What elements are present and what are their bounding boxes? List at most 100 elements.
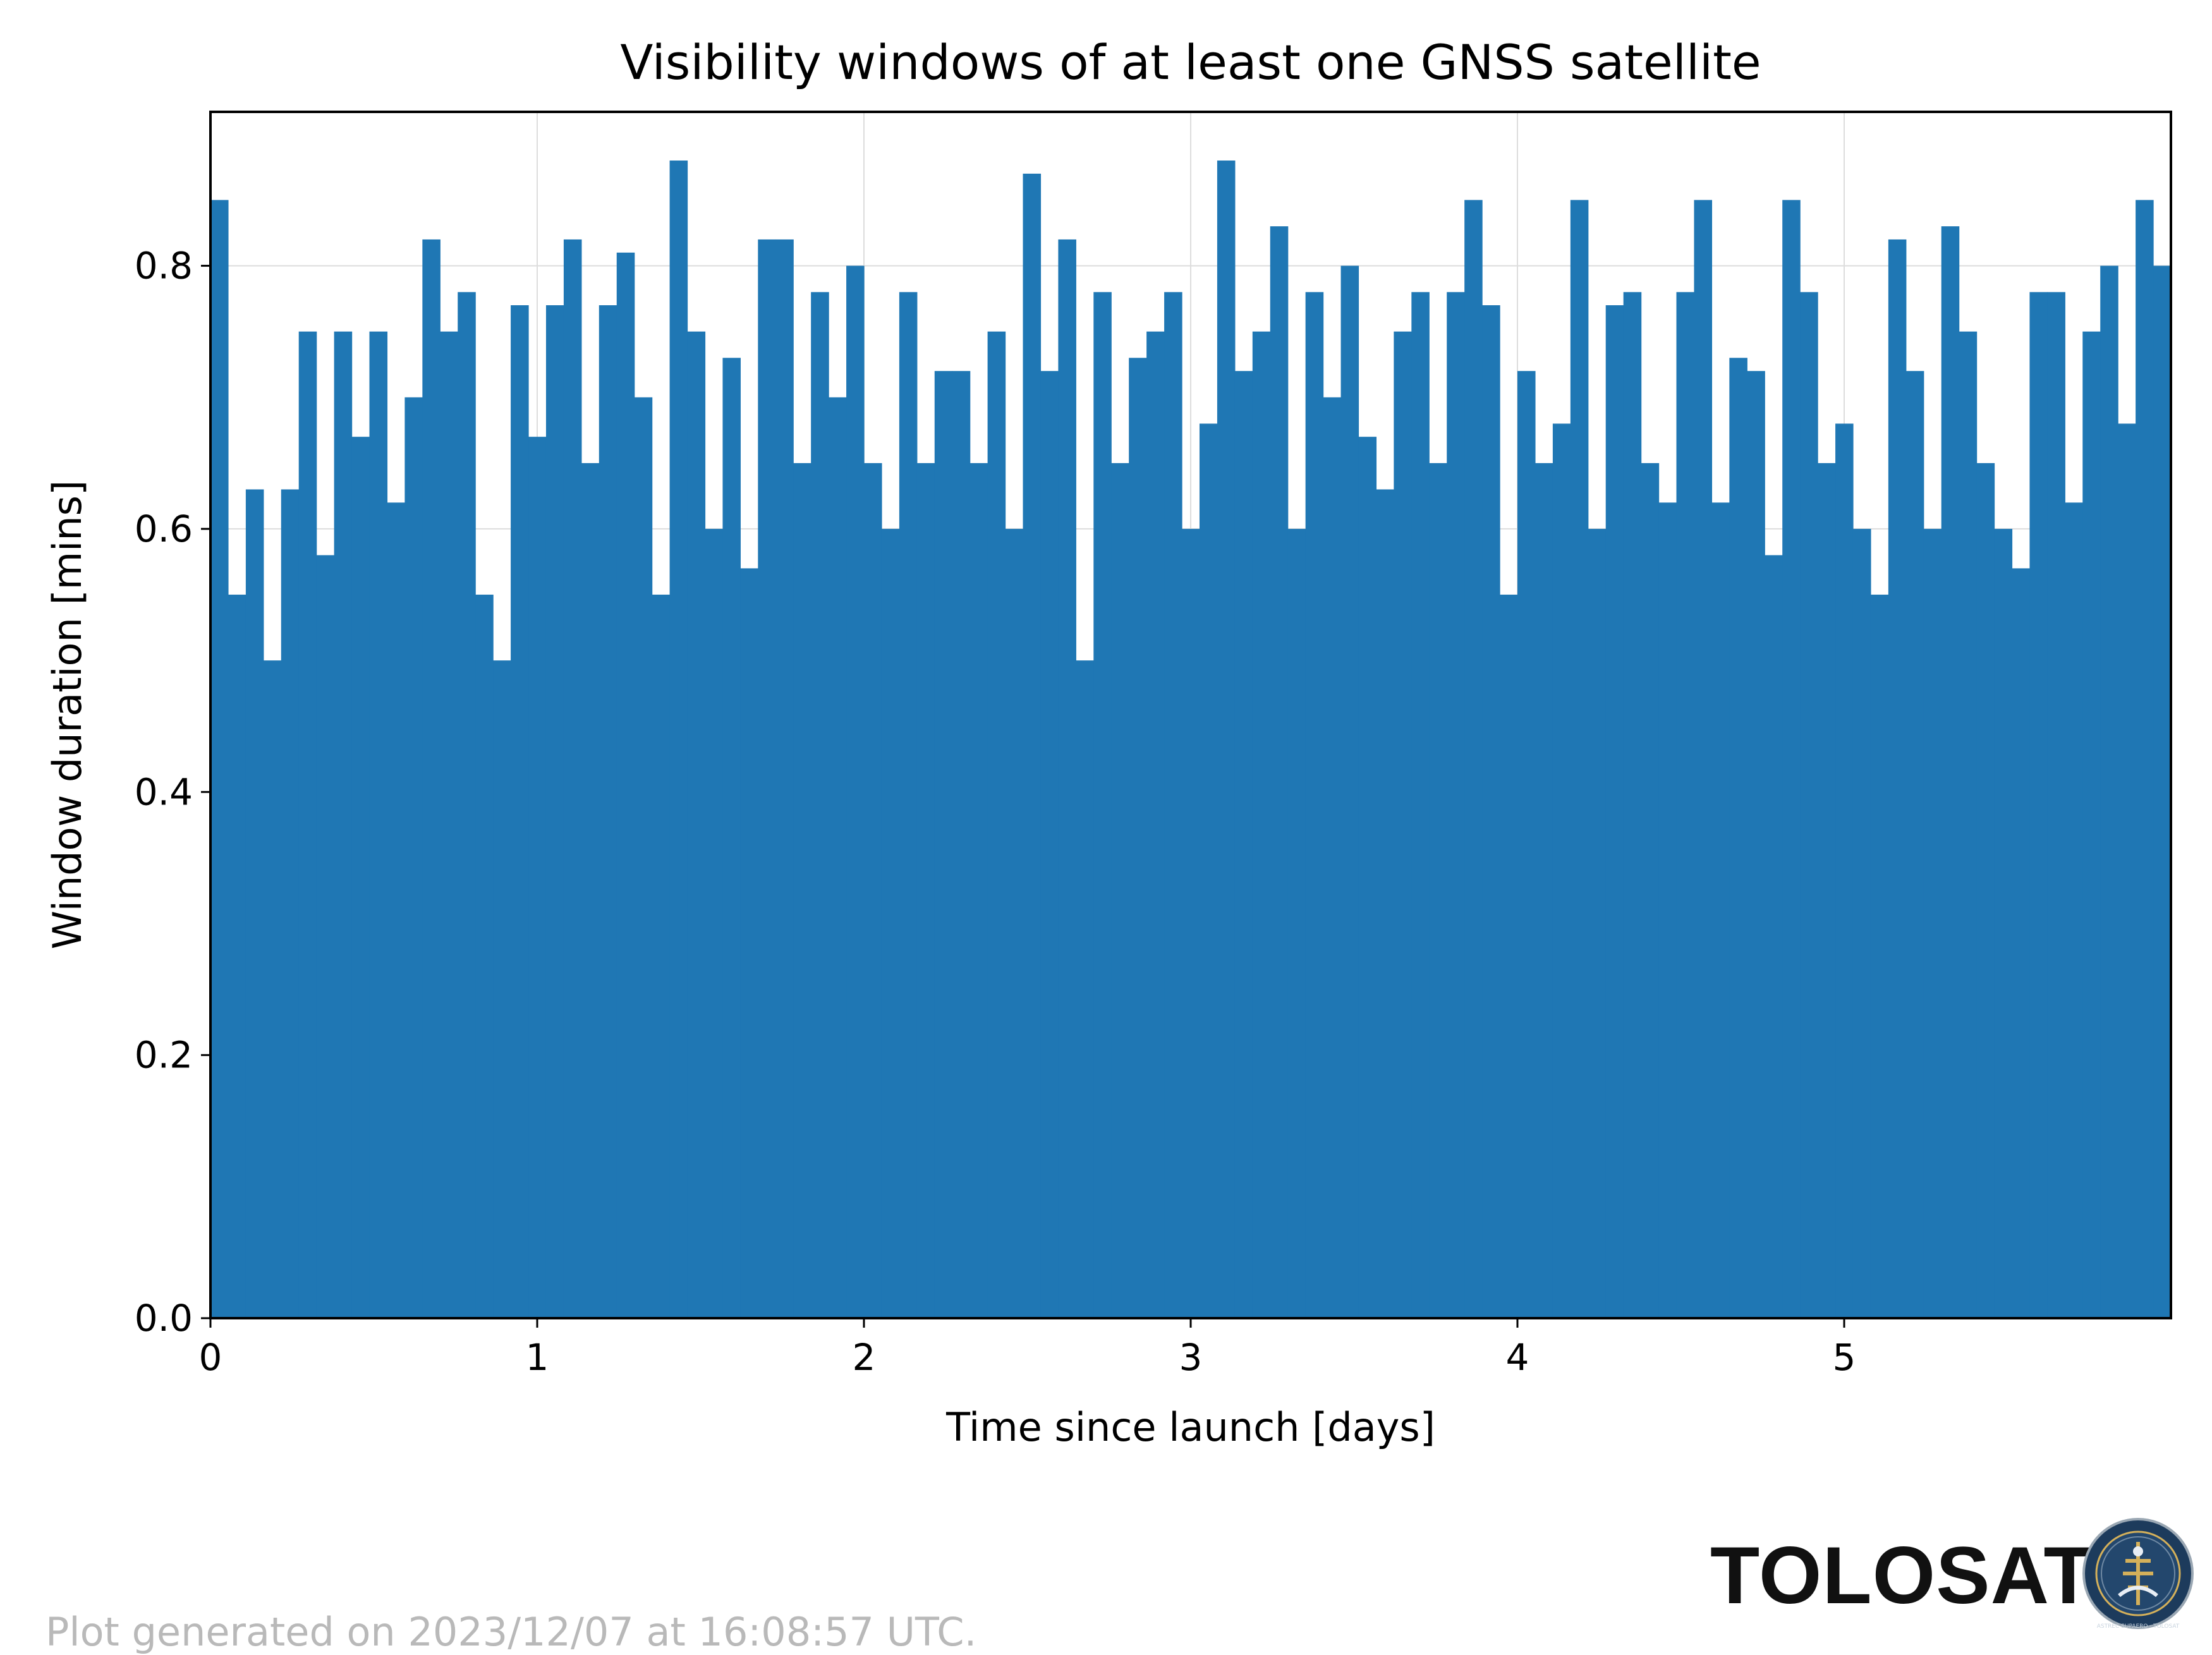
bar <box>1959 331 1978 1319</box>
bar <box>1923 528 1942 1319</box>
bar <box>1287 528 1306 1319</box>
y-tick-label: 0.0 <box>135 1297 193 1340</box>
bar <box>811 292 829 1319</box>
y-tick-label: 0.2 <box>135 1034 193 1077</box>
bar <box>387 502 406 1318</box>
bar <box>775 239 794 1319</box>
brand-name: TOLOSAT <box>1710 1531 2094 1621</box>
x-tick-label: 1 <box>526 1336 549 1379</box>
bar <box>1252 331 1271 1319</box>
bar <box>1711 502 1730 1318</box>
bar <box>758 239 776 1319</box>
bar <box>1905 371 1924 1318</box>
bar <box>899 292 918 1319</box>
bar <box>1818 463 1836 1318</box>
bar <box>1747 371 1765 1318</box>
bar <box>969 463 988 1318</box>
bar <box>1146 331 1165 1319</box>
bar <box>369 331 388 1319</box>
bar <box>1800 292 1818 1319</box>
bar <box>705 528 724 1319</box>
bar <box>1994 528 2013 1319</box>
x-axis-label: Time since launch [days] <box>945 1404 1435 1450</box>
bar <box>1641 463 1660 1318</box>
bar <box>1976 463 1995 1318</box>
bar <box>1517 371 1536 1318</box>
bar <box>1199 423 1218 1318</box>
bar <box>2047 292 2065 1319</box>
bar <box>687 331 706 1319</box>
bar <box>1729 358 1747 1318</box>
bar <box>1658 502 1677 1318</box>
bar <box>2012 568 2031 1318</box>
bar <box>722 358 741 1318</box>
bar <box>2029 292 2048 1319</box>
bar <box>987 331 1006 1319</box>
bar <box>245 489 264 1318</box>
bar <box>829 397 847 1318</box>
bar <box>1888 239 1907 1319</box>
bar <box>864 463 882 1318</box>
bar <box>2065 502 2083 1318</box>
bar <box>934 371 953 1318</box>
bar <box>422 239 441 1319</box>
bar <box>563 239 582 1319</box>
bar <box>1411 292 1430 1319</box>
bar <box>1040 371 1059 1318</box>
generation-timestamp: Plot generated on 2023/12/07 at 16:08:57… <box>46 1609 977 1655</box>
bar <box>793 463 811 1318</box>
bar <box>475 595 494 1318</box>
bar <box>1588 528 1607 1319</box>
bar <box>599 305 617 1318</box>
bar <box>1447 292 1465 1319</box>
bar <box>1305 292 1324 1319</box>
bar <box>210 200 229 1319</box>
bar <box>1605 305 1624 1318</box>
bar <box>316 555 335 1318</box>
bar <box>2100 265 2118 1318</box>
bar <box>1429 463 1447 1318</box>
bar <box>1552 423 1571 1318</box>
bar <box>1323 397 1342 1318</box>
bar <box>440 331 458 1319</box>
bar <box>1482 305 1500 1318</box>
bar <box>493 660 511 1318</box>
bar <box>1376 489 1394 1318</box>
bar <box>1570 200 1589 1319</box>
bar <box>1941 226 1960 1318</box>
x-tick-label: 0 <box>199 1336 222 1379</box>
bar <box>1023 173 1042 1319</box>
bar <box>846 265 865 1318</box>
bar <box>616 252 635 1318</box>
bar <box>669 161 688 1318</box>
bar <box>581 463 600 1318</box>
bar <box>1782 200 1801 1319</box>
y-tick-label: 0.4 <box>135 770 193 813</box>
bar <box>263 660 282 1318</box>
bar <box>528 437 547 1319</box>
bar <box>351 437 370 1319</box>
bar <box>1694 200 1713 1319</box>
bar <box>1852 528 1871 1319</box>
bar <box>916 463 935 1318</box>
bar <box>1870 595 1889 1318</box>
bar <box>2136 200 2154 1319</box>
logo-ring-text: ASTREC SUPAERO · TOLOSAT <box>2097 1623 2180 1630</box>
bar-series <box>210 161 2172 1319</box>
bar <box>881 528 900 1319</box>
x-tick-label: 4 <box>1506 1336 1529 1379</box>
bar <box>1076 660 1094 1318</box>
bar <box>1464 200 1483 1319</box>
bar <box>652 595 671 1318</box>
bar <box>1676 292 1695 1319</box>
y-tick-label: 0.8 <box>135 245 193 288</box>
bar <box>1164 292 1182 1319</box>
bar <box>334 331 353 1319</box>
bar <box>1182 528 1200 1319</box>
bar <box>545 305 564 1318</box>
x-tick-label: 2 <box>853 1336 876 1379</box>
y-tick-label: 0.6 <box>135 507 193 550</box>
bar <box>634 397 653 1318</box>
bar <box>1005 528 1024 1319</box>
